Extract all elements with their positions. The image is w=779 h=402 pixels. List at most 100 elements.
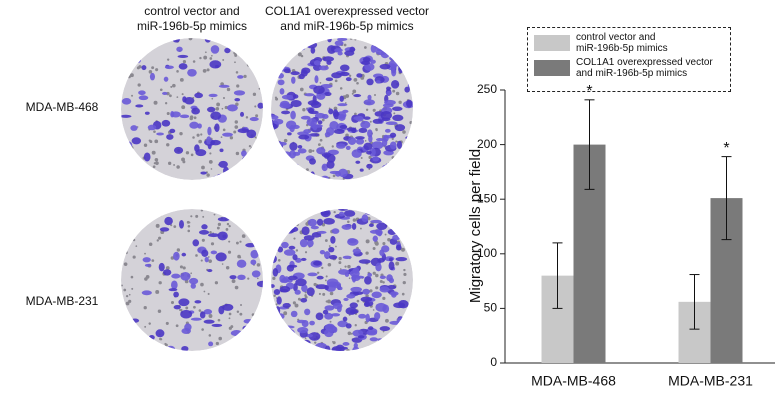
cell	[288, 163, 299, 168]
cell	[369, 337, 379, 342]
pore	[321, 266, 324, 270]
pore	[347, 264, 351, 269]
pore	[329, 320, 332, 323]
y-axis-label: Migratory cells per field	[467, 149, 484, 303]
cell	[237, 274, 246, 281]
cell	[314, 75, 319, 84]
pore	[271, 175, 275, 180]
pore	[403, 156, 408, 161]
cell	[398, 65, 404, 74]
cell	[302, 346, 315, 351]
pore	[166, 111, 170, 116]
cell	[223, 166, 229, 176]
cell	[289, 125, 295, 133]
cell	[329, 170, 341, 175]
pore	[387, 161, 391, 165]
cell	[333, 128, 345, 134]
cell	[256, 280, 263, 288]
pore	[220, 136, 223, 138]
cell	[368, 223, 374, 227]
cell	[288, 245, 296, 250]
cell	[313, 260, 322, 266]
cell	[206, 136, 212, 145]
pore	[260, 47, 263, 50]
pore	[153, 211, 158, 216]
cell	[399, 328, 410, 338]
cell	[244, 209, 249, 215]
pore	[277, 330, 280, 333]
cell	[350, 286, 363, 293]
pore	[236, 84, 240, 88]
pore	[335, 245, 337, 248]
cell	[398, 64, 405, 72]
cell	[386, 91, 392, 96]
pore	[322, 292, 326, 296]
pore	[317, 143, 321, 147]
cell	[204, 38, 212, 43]
pore	[325, 275, 328, 278]
cell	[274, 239, 281, 246]
cell	[275, 306, 281, 316]
pore	[283, 138, 288, 143]
pore	[294, 218, 298, 222]
cell	[273, 118, 284, 125]
cell	[391, 291, 397, 298]
pore	[154, 139, 159, 144]
pore	[234, 285, 239, 290]
pore	[392, 342, 395, 345]
pore	[411, 335, 413, 338]
pore	[299, 87, 304, 92]
pore	[253, 343, 257, 347]
cell	[290, 71, 300, 76]
cell	[158, 262, 165, 272]
pore	[254, 172, 257, 175]
pore	[360, 156, 363, 159]
cell	[281, 160, 288, 169]
pore	[192, 136, 195, 139]
cell	[296, 319, 306, 324]
pore	[128, 337, 132, 341]
pore	[403, 268, 406, 272]
cell	[342, 316, 348, 322]
cell	[243, 319, 253, 324]
cell	[324, 305, 335, 311]
cell	[379, 275, 386, 280]
cell	[352, 291, 364, 296]
pore	[131, 287, 134, 290]
cell	[335, 143, 346, 149]
pore	[248, 158, 251, 161]
pore	[122, 224, 125, 227]
cell	[295, 278, 307, 287]
cell	[371, 175, 378, 180]
cell	[222, 132, 233, 137]
pore	[211, 97, 214, 100]
pore	[244, 156, 249, 161]
cell	[338, 209, 348, 211]
pore	[395, 261, 400, 266]
cell	[349, 302, 358, 309]
legend-swatch	[534, 35, 570, 51]
cell	[376, 137, 384, 142]
pore	[139, 349, 143, 351]
pore	[246, 343, 249, 346]
pore	[295, 348, 299, 351]
cell	[215, 252, 227, 262]
cell	[375, 262, 382, 272]
cell	[300, 297, 308, 303]
cell	[170, 280, 178, 290]
cell	[321, 113, 329, 119]
pore	[405, 65, 409, 70]
pore	[135, 49, 138, 51]
cell	[271, 254, 277, 264]
pore	[331, 145, 334, 148]
error-bar	[721, 156, 732, 241]
pore	[252, 92, 257, 96]
pore	[385, 318, 389, 323]
cell	[312, 95, 317, 104]
cell	[307, 272, 318, 277]
pore	[182, 266, 186, 270]
cell	[190, 317, 202, 321]
pore	[333, 106, 338, 111]
pore	[185, 306, 189, 310]
cell	[366, 150, 372, 155]
